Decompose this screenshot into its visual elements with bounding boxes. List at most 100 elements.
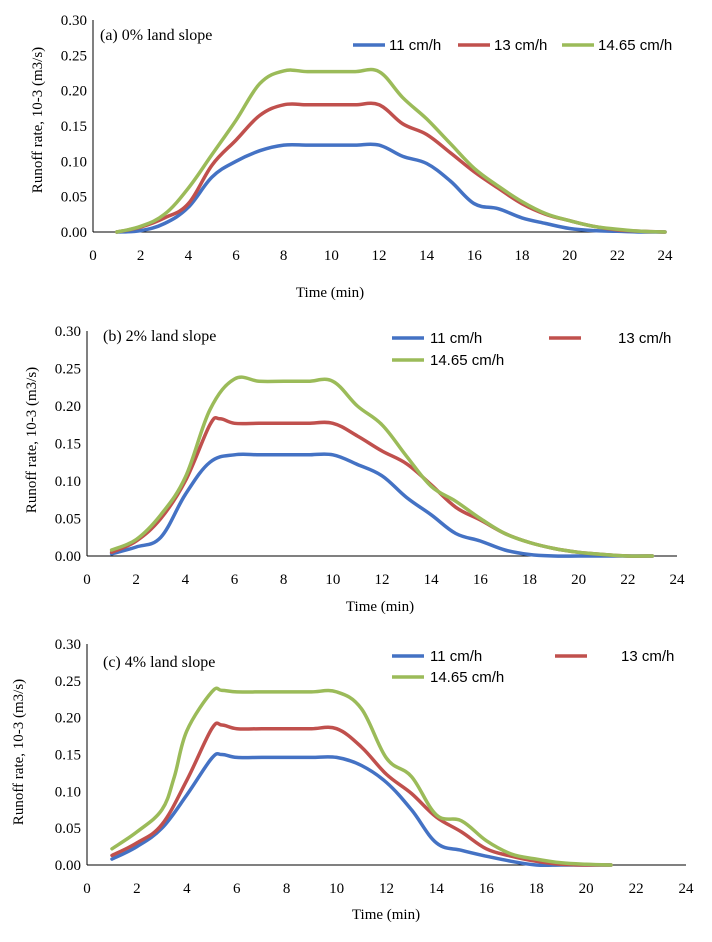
y-tick-label: 0.20 bbox=[61, 84, 87, 100]
x-tick-label: 20 bbox=[562, 248, 577, 264]
y-tick-label: 0.05 bbox=[55, 821, 81, 837]
series-lines bbox=[110, 686, 613, 868]
x-tick-label: 6 bbox=[233, 881, 241, 897]
series-line-11-cm-h bbox=[109, 452, 655, 558]
legend-label: 11 cm/h bbox=[430, 648, 482, 665]
y-tick-labels: 0.00 0.05 0.10 0.15 0.20 0.25 0.30 bbox=[55, 324, 81, 565]
legend: 11 cm/h 13 cm/h 14.65 cm/h bbox=[392, 648, 674, 686]
legend: 11 cm/h 13 cm/h 14.65 cm/h bbox=[353, 37, 672, 54]
y-tick-label: 0.25 bbox=[55, 674, 81, 690]
x-tick-label: 14 bbox=[419, 248, 435, 264]
legend-label: 14.65 cm/h bbox=[598, 37, 672, 54]
x-tick-label: 22 bbox=[620, 572, 635, 588]
x-tick-label: 16 bbox=[467, 248, 483, 264]
y-tick-label: 0.25 bbox=[55, 362, 81, 378]
x-tick-label: 18 bbox=[529, 881, 544, 897]
x-tick-label: 6 bbox=[231, 572, 239, 588]
x-tick-label: 14 bbox=[424, 572, 440, 588]
x-axis-title: Time (min) bbox=[352, 907, 420, 923]
x-tick-label: 6 bbox=[232, 248, 240, 264]
y-tick-label: 0.15 bbox=[61, 119, 87, 135]
y-tick-label: 0.00 bbox=[61, 225, 87, 241]
legend-label: 13 cm/h bbox=[494, 37, 547, 54]
y-tick-label: 0.15 bbox=[55, 748, 81, 764]
x-tick-labels: 0 2 4 6 8 10 12 14 16 18 20 22 24 bbox=[83, 572, 685, 588]
x-tick-label: 20 bbox=[571, 572, 586, 588]
series-line-11-cm-h bbox=[110, 751, 613, 868]
x-tick-label: 22 bbox=[610, 248, 625, 264]
y-tick-label: 0.00 bbox=[55, 549, 81, 565]
series-line-14-65-cm-h bbox=[109, 375, 655, 558]
series-line-13-cm-h bbox=[115, 101, 667, 234]
panel-title: (b) 2% land slope bbox=[103, 328, 216, 345]
y-tick-labels: 0.00 0.05 0.10 0.15 0.20 0.25 0.30 bbox=[55, 637, 81, 874]
x-axis-title: Time (min) bbox=[346, 599, 414, 615]
legend-label: 13 cm/h bbox=[621, 648, 674, 665]
x-tick-label: 0 bbox=[83, 572, 91, 588]
y-tick-label: 0.30 bbox=[61, 13, 87, 29]
series-line-14-65-cm-h bbox=[110, 686, 613, 867]
x-tick-label: 0 bbox=[89, 248, 97, 264]
series-line-13-cm-h bbox=[110, 721, 613, 867]
y-tick-label: 0.20 bbox=[55, 711, 81, 727]
y-tick-label: 0.30 bbox=[55, 637, 81, 653]
y-tick-label: 0.20 bbox=[55, 399, 81, 415]
panel-title: (c) 4% land slope bbox=[103, 654, 215, 671]
series-line-13-cm-h bbox=[109, 415, 655, 558]
y-tick-label: 0.30 bbox=[55, 324, 81, 340]
series-line-11-cm-h bbox=[115, 142, 667, 234]
series-lines bbox=[115, 67, 667, 234]
y-axis-title: Runoff rate, 10-3 (m3/s) bbox=[11, 679, 27, 825]
x-tick-label: 18 bbox=[515, 248, 530, 264]
legend-label: 14.65 cm/h bbox=[430, 669, 504, 686]
y-tick-label: 0.00 bbox=[55, 858, 81, 874]
x-tick-label: 16 bbox=[479, 881, 495, 897]
x-tick-label: 4 bbox=[183, 881, 191, 897]
x-axis-title: Time (min) bbox=[296, 285, 364, 301]
y-tick-label: 0.10 bbox=[55, 784, 81, 800]
x-tick-label: 2 bbox=[137, 248, 145, 264]
legend-label: 14.65 cm/h bbox=[430, 352, 504, 369]
x-tick-label: 24 bbox=[679, 881, 695, 897]
y-axis-title: Runoff rate, 10-3 (m3/s) bbox=[24, 367, 40, 513]
x-tick-label: 24 bbox=[658, 248, 674, 264]
y-tick-label: 0.25 bbox=[61, 48, 87, 64]
x-tick-label: 10 bbox=[324, 248, 339, 264]
y-tick-label: 0.10 bbox=[55, 474, 81, 490]
x-tick-label: 8 bbox=[283, 881, 291, 897]
legend: 11 cm/h 13 cm/h 14.65 cm/h bbox=[392, 330, 671, 369]
panel-a: 0.00 0.05 0.10 0.15 0.20 0.25 0.30 0 2 4… bbox=[30, 13, 673, 301]
x-tick-label: 4 bbox=[182, 572, 190, 588]
x-tick-label: 10 bbox=[325, 572, 340, 588]
legend-label: 11 cm/h bbox=[389, 37, 441, 54]
x-tick-label: 2 bbox=[132, 572, 140, 588]
y-tick-label: 0.05 bbox=[61, 190, 87, 206]
x-tick-label: 20 bbox=[579, 881, 594, 897]
x-tick-label: 0 bbox=[83, 881, 91, 897]
x-tick-label: 24 bbox=[670, 572, 686, 588]
x-tick-label: 16 bbox=[473, 572, 489, 588]
x-tick-label: 12 bbox=[379, 881, 394, 897]
x-tick-labels: 0 2 4 6 8 10 12 14 16 18 20 22 24 bbox=[83, 881, 694, 897]
y-tick-label: 0.10 bbox=[61, 154, 87, 170]
y-tick-label: 0.05 bbox=[55, 512, 81, 528]
x-tick-label: 22 bbox=[629, 881, 644, 897]
x-tick-label: 10 bbox=[329, 881, 344, 897]
x-tick-label: 12 bbox=[375, 572, 390, 588]
x-tick-label: 18 bbox=[522, 572, 537, 588]
y-tick-labels: 0.00 0.05 0.10 0.15 0.20 0.25 0.30 bbox=[61, 13, 87, 241]
x-tick-labels: 0 2 4 6 8 10 12 14 16 18 20 22 24 bbox=[89, 248, 673, 264]
y-axis-title: Runoff rate, 10-3 (m3/s) bbox=[30, 47, 46, 193]
x-tick-label: 4 bbox=[185, 248, 193, 264]
x-tick-label: 12 bbox=[372, 248, 387, 264]
x-tick-label: 14 bbox=[429, 881, 445, 897]
series-line-14-65-cm-h bbox=[115, 67, 667, 234]
x-tick-label: 2 bbox=[133, 881, 141, 897]
legend-label: 13 cm/h bbox=[618, 330, 671, 347]
panel-b: 0.00 0.05 0.10 0.15 0.20 0.25 0.30 0 2 4… bbox=[24, 324, 685, 615]
panel-title: (a) 0% land slope bbox=[100, 27, 212, 44]
x-tick-label: 8 bbox=[280, 572, 288, 588]
x-tick-label: 8 bbox=[280, 248, 288, 264]
legend-label: 11 cm/h bbox=[430, 330, 482, 347]
